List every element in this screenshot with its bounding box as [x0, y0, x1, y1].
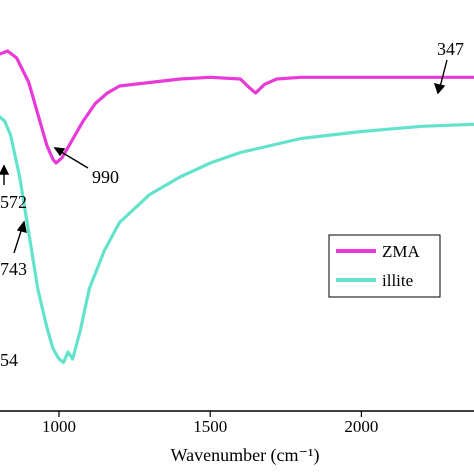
- arrow-347: [439, 59, 448, 88]
- x-axis-title: Wavenumber (cm⁻¹): [171, 445, 320, 466]
- annotation-54: 54: [0, 350, 18, 370]
- arrowhead-743: [16, 220, 27, 233]
- annotation-990: 990: [92, 167, 119, 187]
- x-tick-label-1000: 1000: [42, 417, 76, 436]
- x-tick-label-2000: 2000: [344, 417, 378, 436]
- legend: ZMA illite: [328, 234, 441, 298]
- arrowhead-347: [433, 83, 446, 95]
- arrow-990: [57, 149, 89, 169]
- arrowhead-572: [0, 164, 10, 175]
- legend-box: [328, 234, 441, 298]
- arrow-743: [13, 227, 23, 254]
- annotation-572: 572: [0, 192, 27, 212]
- annotation-743: 743: [0, 259, 27, 279]
- legend-label-illite: illite: [382, 271, 413, 290]
- x-ticks: 100015002000250030003500: [42, 411, 378, 436]
- arrowhead-990: [53, 147, 66, 157]
- x-tick-label-1500: 1500: [193, 417, 227, 436]
- series-layer: [0, 49, 474, 365]
- series-line-zma: [0, 49, 474, 165]
- legend-label-zma: ZMA: [382, 242, 421, 261]
- series-line-illite: [0, 114, 474, 365]
- annotation-arrows: [0, 59, 448, 254]
- annotation-347: 347: [437, 39, 464, 59]
